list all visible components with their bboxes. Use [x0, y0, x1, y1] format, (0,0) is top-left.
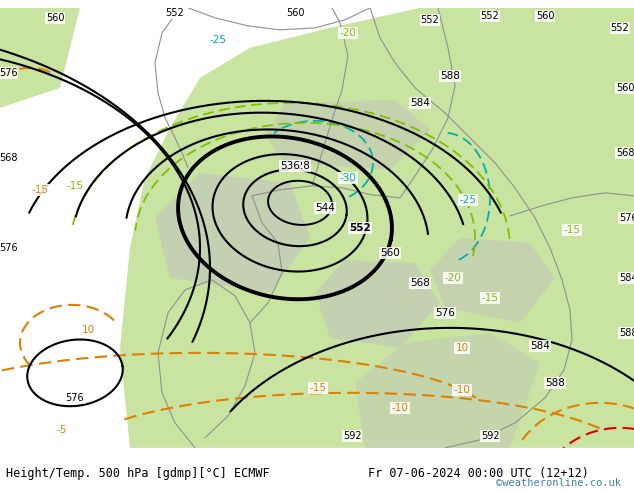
- Text: 568: 568: [410, 278, 430, 288]
- Text: 536: 536: [280, 161, 300, 171]
- Text: -15: -15: [67, 181, 84, 191]
- Text: 592: 592: [481, 431, 500, 441]
- Text: 560: 560: [616, 83, 634, 93]
- Text: 576: 576: [435, 308, 455, 318]
- Text: -15: -15: [481, 293, 498, 303]
- Polygon shape: [430, 238, 555, 323]
- Text: 552: 552: [420, 15, 439, 25]
- Text: 10: 10: [455, 343, 469, 353]
- Text: -15: -15: [32, 185, 48, 195]
- Text: 552: 552: [349, 223, 371, 233]
- Text: -5: -5: [57, 425, 67, 435]
- Text: Height/Temp. 500 hPa [gdmp][°C] ECMWF: Height/Temp. 500 hPa [gdmp][°C] ECMWF: [6, 467, 270, 480]
- Text: ©weatheronline.co.uk: ©weatheronline.co.uk: [496, 478, 621, 488]
- Text: -30: -30: [340, 173, 356, 183]
- Text: 576: 576: [619, 213, 634, 223]
- Polygon shape: [155, 173, 310, 293]
- Polygon shape: [0, 8, 80, 108]
- Text: 576: 576: [66, 393, 84, 403]
- Text: -25: -25: [460, 195, 477, 205]
- Text: Fr 07-06-2024 00:00 UTC (12+12): Fr 07-06-2024 00:00 UTC (12+12): [368, 467, 588, 480]
- Polygon shape: [315, 260, 440, 348]
- Text: 584: 584: [410, 98, 430, 108]
- Polygon shape: [120, 8, 634, 448]
- Text: -25: -25: [209, 35, 226, 45]
- Text: 568: 568: [616, 148, 634, 158]
- Text: -20: -20: [444, 273, 462, 283]
- Text: -10: -10: [453, 385, 470, 395]
- Text: 588: 588: [545, 378, 565, 388]
- Text: 588: 588: [440, 71, 460, 81]
- Text: 560: 560: [46, 13, 64, 23]
- Text: -15: -15: [309, 383, 327, 393]
- Text: 10: 10: [81, 325, 94, 335]
- Text: 552: 552: [611, 23, 630, 33]
- Text: -15: -15: [564, 225, 581, 235]
- Text: 576: 576: [0, 243, 17, 253]
- Text: 584: 584: [619, 273, 634, 283]
- Text: 552: 552: [481, 11, 500, 21]
- Text: 584: 584: [530, 341, 550, 351]
- Text: -10: -10: [392, 403, 408, 413]
- Text: 588: 588: [619, 328, 634, 338]
- Text: 576: 576: [0, 68, 17, 78]
- Text: 560: 560: [380, 248, 400, 258]
- Text: 592: 592: [343, 431, 361, 441]
- Polygon shape: [265, 100, 430, 170]
- Polygon shape: [355, 333, 540, 448]
- Text: 568: 568: [0, 153, 17, 163]
- Text: 560: 560: [536, 11, 554, 21]
- Text: 552: 552: [165, 8, 184, 18]
- Text: 544: 544: [315, 203, 335, 213]
- Text: -20: -20: [340, 28, 356, 38]
- Text: 528: 528: [290, 161, 310, 171]
- Text: 560: 560: [286, 8, 304, 18]
